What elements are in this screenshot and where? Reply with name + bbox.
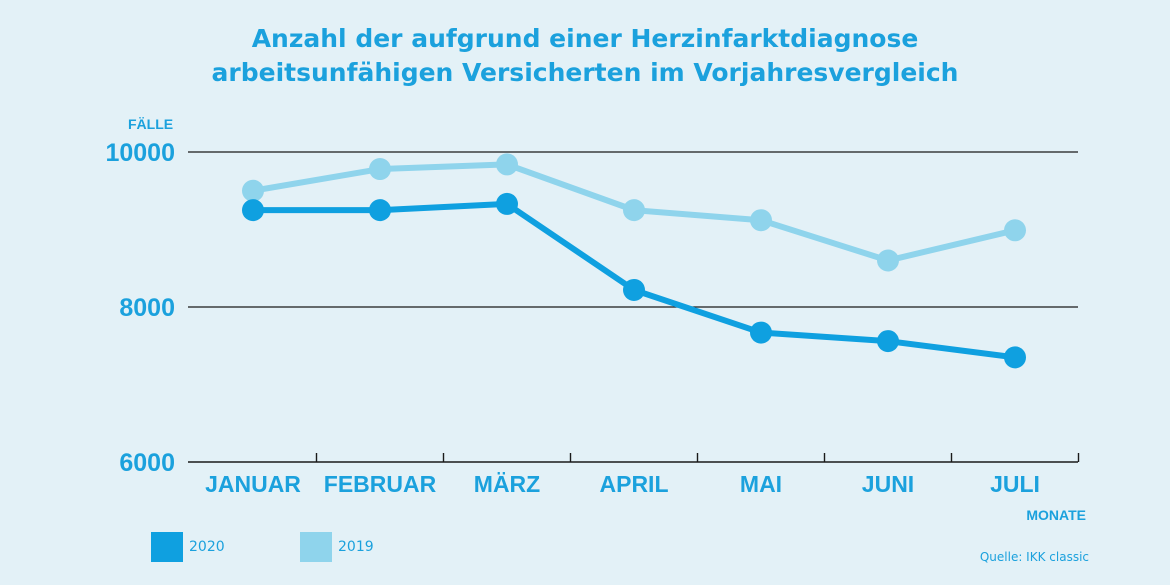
legend-item-2019: 2019: [300, 532, 374, 562]
legend-swatch-2019: [300, 532, 332, 562]
gridlines: [188, 151, 1078, 308]
data-point-2019: [242, 179, 264, 202]
data-point-2020: [496, 192, 518, 215]
data-point-2019: [623, 199, 645, 222]
data-point-2019: [750, 209, 772, 232]
x-tick-label: JANUAR: [205, 471, 301, 497]
x-tick-label: FEBRUAR: [324, 471, 437, 497]
data-point-2019: [1004, 219, 1026, 242]
y-tick-label: 8000: [119, 294, 175, 322]
x-tick-label: JULI: [990, 471, 1040, 497]
data-point-2020: [623, 278, 645, 301]
data-point-2020: [1004, 346, 1026, 369]
chart-title: Anzahl der aufgrund einer Herzinfarktdia…: [0, 22, 1170, 90]
data-point-2019: [369, 158, 391, 181]
source-note: Quelle: IKK classic: [979, 550, 1089, 564]
data-point-2020: [877, 330, 899, 353]
legend-label-2020: 2020: [189, 539, 225, 555]
series: [242, 153, 1026, 369]
x-tick-label: MAI: [740, 471, 782, 497]
data-point-2019: [877, 249, 899, 272]
y-tick-label: 6000: [119, 449, 175, 477]
chart-title-line-1: Anzahl der aufgrund einer Herzinfarktdia…: [251, 24, 919, 53]
x-axis-title: MONATE: [1026, 507, 1086, 523]
data-point-2020: [750, 321, 772, 344]
x-tick-label: JUNI: [862, 471, 914, 497]
y-tick-label: 10000: [105, 139, 175, 167]
x-tick-label: APRIL: [600, 471, 669, 497]
x-tick-label: MÄRZ: [474, 471, 540, 497]
series-2020: [242, 192, 1026, 369]
legend-label-2019: 2019: [338, 539, 374, 555]
data-point-2020: [242, 199, 264, 222]
axis-labels: 6000 8000 10000 JANUAR FEBRUAR MÄRZ APRIL MAI JU…: [105, 116, 1086, 523]
y-axis-title: FÄLLE: [128, 116, 173, 132]
axes: [188, 453, 1080, 463]
data-point-2020: [369, 199, 391, 222]
legend-item-2020: 2020: [151, 532, 225, 562]
data-point-2019: [496, 153, 518, 176]
legend-swatch-2020: [151, 532, 183, 562]
chart-title-line-2: arbeitsunfähigen Versicherten im Vorjahr…: [211, 58, 959, 87]
series-2019: [242, 153, 1026, 272]
